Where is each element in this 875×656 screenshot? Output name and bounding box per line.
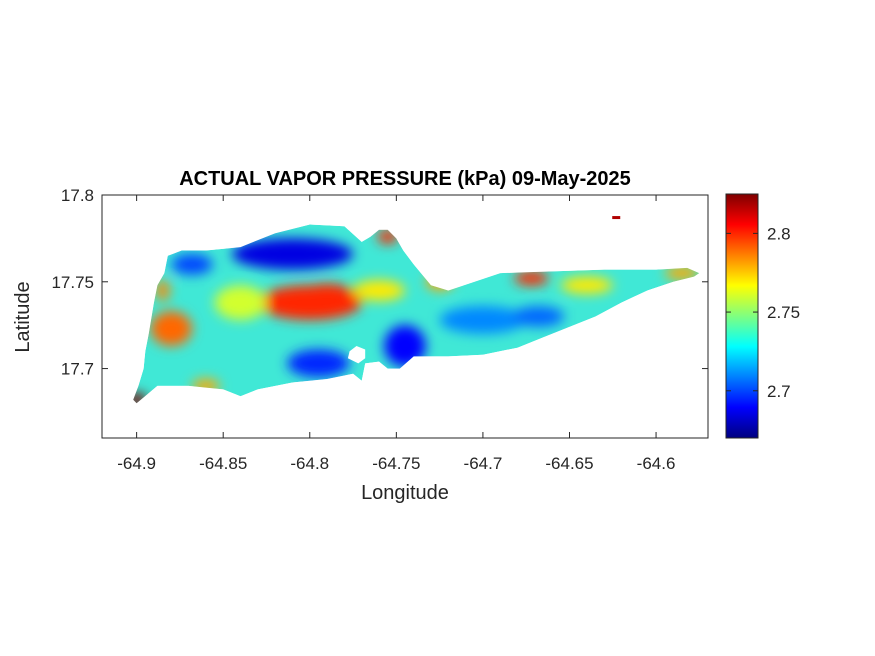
field-cell-0 bbox=[150, 311, 193, 347]
field-cell-13 bbox=[560, 276, 613, 294]
field-cell-6 bbox=[287, 349, 350, 378]
field-cell-10 bbox=[439, 306, 527, 334]
x-tick-label: -64.8 bbox=[290, 454, 329, 473]
field-cell-2 bbox=[301, 283, 354, 305]
colorbar-tick-label: 2.7 bbox=[767, 382, 791, 401]
x-tick-label: -64.9 bbox=[117, 454, 156, 473]
x-axis-ticks: -64.9 -64.85 -64.8 -64.75 -64.7 -64.65 -64.6 bbox=[117, 195, 675, 473]
x-tick-label: -64.75 bbox=[372, 454, 420, 473]
field-cell-18 bbox=[155, 280, 170, 301]
x-tick-label: -64.6 bbox=[637, 454, 676, 473]
field-cell-11 bbox=[512, 306, 565, 327]
y-tick-label: 17.75 bbox=[51, 273, 94, 292]
y-axis-label: Latitude bbox=[12, 281, 34, 352]
x-tick-label: -64.85 bbox=[199, 454, 247, 473]
salt-pond bbox=[347, 346, 366, 364]
field-cell-8 bbox=[353, 280, 405, 301]
field-cell-12 bbox=[514, 271, 549, 286]
field-cell-14 bbox=[664, 266, 700, 281]
y-tick-label: 17.7 bbox=[61, 360, 94, 379]
colorbar bbox=[725, 193, 759, 439]
x-tick-label: -64.7 bbox=[464, 454, 503, 473]
vapor-pressure-field bbox=[133, 224, 700, 404]
colorbar-tick-label: 2.75 bbox=[767, 303, 800, 322]
islet-marker bbox=[612, 216, 621, 220]
y-axis-ticks: 17.7 17.75 17.8 bbox=[51, 186, 708, 379]
field-cell-3 bbox=[231, 238, 354, 270]
chart-title: ACTUAL VAPOR PRESSURE (kPa) 09-May-2025 bbox=[179, 168, 631, 190]
colorbar-tick-label: 2.8 bbox=[767, 224, 791, 243]
island-base bbox=[133, 224, 700, 404]
field-cell-7 bbox=[214, 285, 267, 320]
y-tick-label: 17.8 bbox=[61, 186, 94, 205]
colorbar-ticks: 2.7 2.75 2.8 bbox=[726, 224, 800, 401]
x-tick-label: -64.65 bbox=[545, 454, 593, 473]
x-axis-label: Longitude bbox=[361, 482, 449, 504]
field-cell-4 bbox=[171, 254, 213, 275]
